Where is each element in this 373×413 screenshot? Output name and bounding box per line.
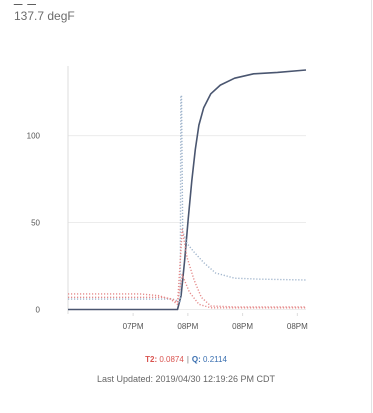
y-tick-label: 0	[36, 306, 41, 315]
current-value-readout: 137.7 degF	[14, 9, 75, 23]
stats-separator: |	[186, 355, 189, 364]
t2-value: 0.0874	[159, 355, 184, 364]
series-line-4	[68, 274, 306, 309]
line-chart: 0 50 100 07PM 08PM 08PM 08PM	[27, 66, 308, 331]
grid	[68, 135, 306, 311]
y-tick-label: 50	[31, 219, 40, 228]
tick-labels: 0 50 100 07PM 08PM 08PM 08PM	[27, 132, 308, 331]
series-lines	[68, 69, 307, 311]
q-label: Q:	[191, 355, 201, 364]
x-tick-label: 08PM	[287, 322, 308, 331]
t2-label: T2:	[145, 355, 158, 364]
stats-line: T2: 0.0874 | Q: 0.2114	[0, 355, 372, 364]
x-tick-label: 08PM	[232, 322, 253, 331]
series-line-3	[68, 228, 306, 308]
series-line-2	[68, 94, 307, 304]
q-stat: Q: 0.2114	[192, 355, 227, 364]
x-tick-label: 08PM	[177, 322, 198, 331]
q-value: 0.2114	[203, 355, 227, 364]
card-title: _ _	[14, 0, 36, 6]
series-line-1	[68, 69, 307, 311]
x-tick-label: 07PM	[123, 322, 144, 331]
axes	[67, 66, 298, 316]
y-tick-label: 100	[27, 132, 41, 141]
t2-stat: T2: 0.0874	[145, 355, 184, 364]
last-updated-text: Last Updated: 2019/04/30 12:19:26 PM CDT	[96, 374, 276, 384]
